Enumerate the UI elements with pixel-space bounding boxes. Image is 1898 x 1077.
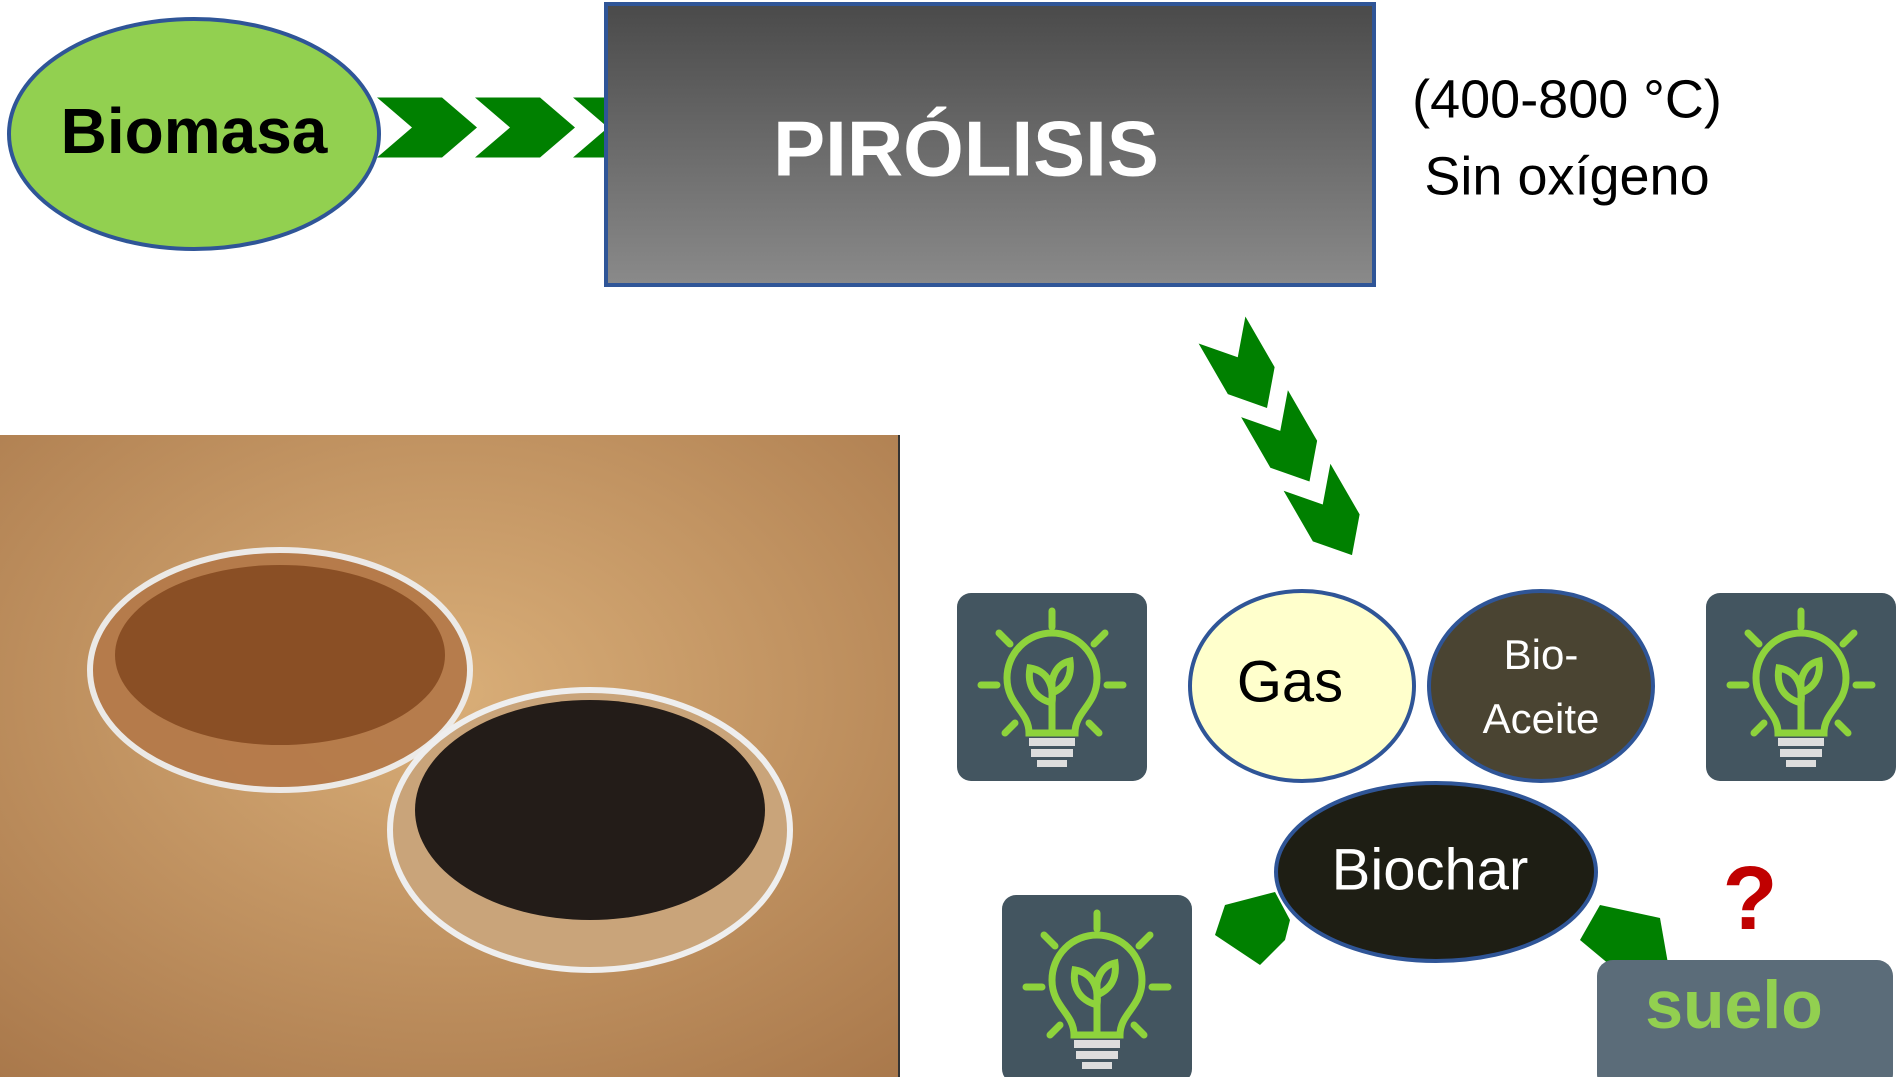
condition: Sin oxígeno — [1424, 146, 1709, 206]
bio-oil-label: Aceite — [1483, 695, 1600, 742]
arrow — [377, 98, 477, 158]
arrow — [1215, 892, 1290, 965]
biochar-label: Biochar — [1332, 837, 1529, 902]
bulb-icon — [957, 593, 1147, 781]
arrow — [1199, 317, 1291, 422]
arrow — [475, 98, 575, 158]
soil-label: suelo — [1645, 967, 1823, 1043]
bio-oil-node — [1429, 591, 1653, 781]
arrow — [1284, 464, 1376, 569]
biomass-label: Biomasa — [61, 95, 328, 167]
gas-label: Gas — [1237, 649, 1343, 714]
condition: (400-800 °C) — [1412, 69, 1722, 129]
diagram: Biomasa PIRÓLISIS (400-800 °C) Sin oxíge… — [0, 0, 1898, 1077]
bio-oil-label: Bio- — [1504, 631, 1579, 678]
process-title: PIRÓLISIS — [773, 105, 1159, 193]
photo — [0, 435, 899, 1077]
arrow — [1241, 390, 1333, 495]
arrow-group — [1199, 317, 1376, 569]
question-mark: ? — [1723, 849, 1778, 949]
page: Biomasa PIRÓLISIS (400-800 °C) Sin oxíge… — [0, 0, 1898, 1077]
bulb-icon — [1706, 593, 1896, 781]
bulb-icon — [1002, 895, 1192, 1077]
